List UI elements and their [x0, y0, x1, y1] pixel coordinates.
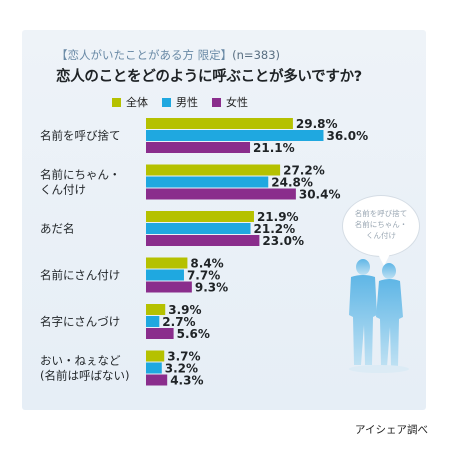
sample-size: (n=383) [232, 48, 281, 62]
value-label-1-0: 27.2% [283, 164, 325, 178]
category-label-1-0: 名前にちゃん・ [40, 168, 121, 182]
category-label-1-1: くん付け [40, 183, 86, 197]
bar-3-2 [146, 281, 192, 293]
value-label-4-1: 2.7% [162, 315, 195, 329]
value-label-0-0: 29.8% [296, 117, 338, 131]
value-label-4-2: 5.6% [177, 327, 210, 341]
bar-0-1 [146, 130, 324, 141]
category-label-3-0: 名前にさん付け [40, 268, 120, 282]
legend-label-0: 全体 [126, 96, 148, 109]
category-label-0-0: 名前を呼び捨て [40, 129, 121, 143]
category-label-5-0: おい・ねぇなど [40, 354, 121, 368]
value-label-1-1: 24.8% [271, 176, 313, 190]
legend-swatch-0 [112, 98, 121, 107]
source-credit: アイシェア調べ [355, 424, 428, 436]
bar-1-2 [146, 188, 296, 200]
legend-item-1: 男性 [162, 94, 198, 110]
value-label-0-1: 36.0% [326, 129, 368, 143]
chart-title: 恋人のことをどのように呼ぶことが多いですか? [56, 69, 362, 85]
legend: 全体 男性 女性 [112, 94, 262, 110]
bar-0-2 [146, 142, 251, 153]
legend-swatch-1 [162, 98, 171, 107]
value-label-5-0: 3.7% [167, 350, 200, 364]
bar-2-0 [146, 211, 254, 222]
legend-item-0: 全体 [112, 94, 148, 110]
bar-5-1 [146, 362, 162, 374]
category-label-4-0: 名字にさんづけ [40, 315, 120, 329]
bubble-line-3: くん付け [366, 231, 396, 240]
legend-label-2: 女性 [226, 96, 248, 109]
legend-item-2: 女性 [212, 94, 248, 110]
bar-2-2 [146, 235, 260, 246]
couple-silhouette-illustration [349, 259, 409, 373]
bar-3-0 [146, 257, 188, 269]
category-label-2-0: あだ名 [40, 222, 75, 236]
subtitle-text: 【恋人がいたことがある方 限定】 [56, 48, 233, 62]
value-label-3-2: 9.3% [195, 281, 228, 295]
bar-2-1 [146, 223, 251, 234]
value-label-1-2: 30.4% [299, 188, 341, 202]
bar-5-2 [146, 374, 168, 386]
value-label-2-0: 21.9% [257, 210, 299, 224]
value-label-2-1: 21.2% [254, 222, 296, 236]
category-label-5-1: (名前は呼ばない) [40, 369, 129, 383]
bar-1-0 [146, 164, 281, 176]
value-label-0-2: 21.1% [253, 141, 295, 155]
bubble-line-1: 名前を呼び捨て [354, 209, 408, 218]
bar-4-0 [146, 304, 166, 315]
value-label-2-2: 23.0% [262, 234, 304, 248]
legend-label-1: 男性 [176, 96, 198, 109]
bubble-tail [378, 254, 390, 266]
bar-5-0 [146, 350, 165, 362]
value-label-5-2: 4.3% [170, 374, 203, 388]
bar-4-2 [146, 328, 174, 339]
chart-subtitle: 【恋人がいたことがある方 限定】(n=383) [56, 47, 280, 63]
bar-0-0 [146, 118, 293, 129]
value-label-3-0: 8.4% [190, 257, 223, 271]
value-label-5-1: 3.2% [165, 362, 198, 376]
bubble-line-2: 名前にちゃん・ [354, 220, 408, 229]
bar-3-1 [146, 269, 184, 281]
value-label-3-1: 7.7% [187, 269, 220, 283]
bar-4-1 [146, 316, 160, 327]
value-label-4-0: 3.9% [168, 303, 201, 317]
speech-bubble: 名前を呼び捨て 名前にちゃん・ くん付け [342, 195, 420, 257]
legend-swatch-2 [212, 98, 221, 107]
bar-1-1 [146, 176, 269, 188]
